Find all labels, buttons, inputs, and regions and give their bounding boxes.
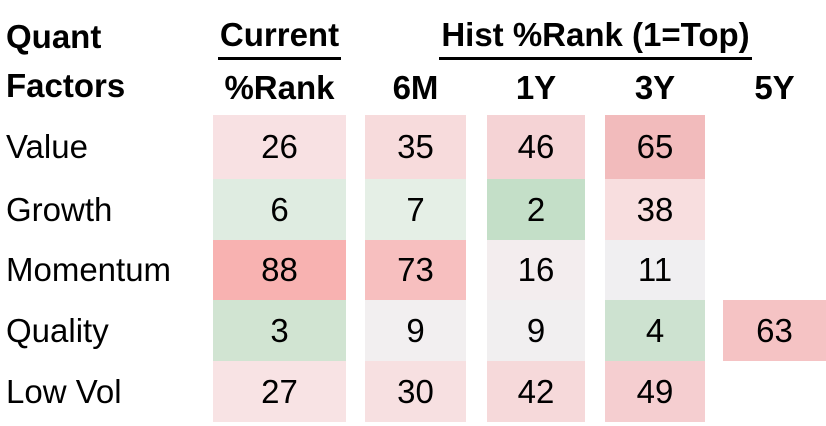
column-header-6m: 6M xyxy=(392,69,439,106)
column-header-5y: 5Y xyxy=(754,69,795,106)
cell-growth-1y: 2 xyxy=(487,179,585,240)
cell-growth-current: 6 xyxy=(213,179,346,240)
cell-lowvol-current: 27 xyxy=(213,361,346,422)
row-label-value: Value xyxy=(6,128,88,165)
row-label-quality: Quality xyxy=(6,311,109,349)
row-label-low-vol: Low Vol xyxy=(6,372,122,410)
cell-growth-3y: 38 xyxy=(605,179,705,240)
current-subheader-percent-rank: %Rank xyxy=(224,69,335,106)
cell-lowvol-3y: 49 xyxy=(605,361,705,422)
hist-group-header: Hist %Rank (1=Top) xyxy=(365,16,826,60)
column-header-1y: 1Y xyxy=(515,69,557,106)
cell-growth-5y xyxy=(723,179,826,240)
cell-value-6m: 35 xyxy=(365,115,466,179)
hist-group-header-label: Hist %Rank (1=Top) xyxy=(439,16,752,60)
cell-growth-6m: 7 xyxy=(365,179,466,240)
cell-momentum-3y: 11 xyxy=(605,240,705,300)
cell-quality-6m: 9 xyxy=(365,300,466,361)
factor-column-title-line1: Quant xyxy=(6,18,102,55)
cell-momentum-6m: 73 xyxy=(365,240,466,300)
row-label-momentum: Momentum xyxy=(6,251,172,288)
cell-quality-5y: 63 xyxy=(723,300,826,361)
cell-quality-current: 3 xyxy=(213,300,346,361)
cell-momentum-current: 88 xyxy=(213,240,346,300)
cell-value-current: 26 xyxy=(213,115,346,179)
cell-quality-1y: 9 xyxy=(487,300,585,361)
cell-value-5y xyxy=(723,115,826,179)
cell-momentum-1y: 16 xyxy=(487,240,585,300)
current-group-header-label: Current xyxy=(217,16,342,60)
cell-momentum-5y xyxy=(723,240,826,300)
cell-quality-3y: 4 xyxy=(605,300,705,361)
current-group-header: Current xyxy=(213,16,346,60)
cell-lowvol-5y xyxy=(723,361,826,422)
cell-lowvol-1y: 42 xyxy=(487,361,585,422)
row-label-growth: Growth xyxy=(6,190,113,228)
cell-lowvol-6m: 30 xyxy=(365,361,466,422)
column-header-3y: 3Y xyxy=(634,69,676,106)
factor-column-title-line2: Factors xyxy=(6,67,126,104)
cell-value-3y: 65 xyxy=(605,115,705,179)
cell-value-1y: 46 xyxy=(487,115,585,179)
